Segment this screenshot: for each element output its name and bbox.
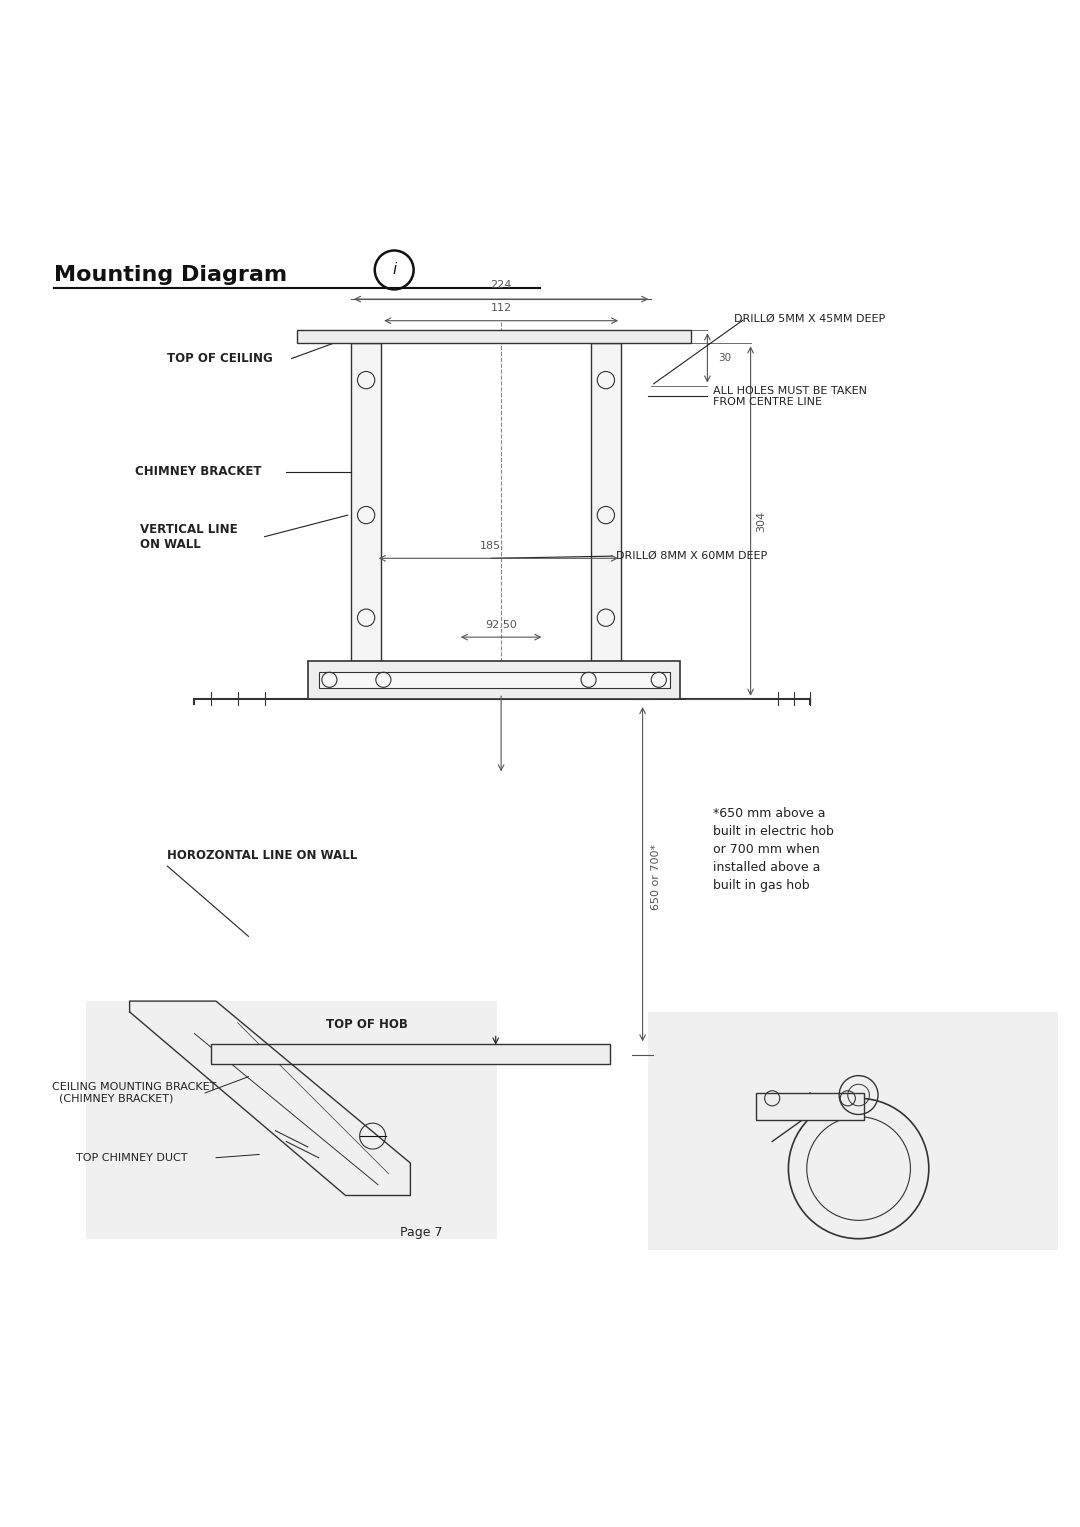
Bar — [591, 344, 621, 661]
Text: TOP OF CEILING: TOP OF CEILING — [167, 353, 273, 365]
Bar — [86, 1002, 497, 1238]
Text: HOROZONTAL LINE ON WALL: HOROZONTAL LINE ON WALL — [167, 849, 357, 861]
Text: *650 mm above a
built in electric hob
or 700 mm when
installed above a
built in : *650 mm above a built in electric hob or… — [713, 808, 834, 892]
Text: CEILING MOUNTING BRACKET
  (CHIMNEY BRACKET): CEILING MOUNTING BRACKET (CHIMNEY BRACKE… — [52, 1083, 216, 1104]
Text: 650 or 700*: 650 or 700* — [650, 844, 661, 910]
Text: 112: 112 — [490, 304, 512, 313]
Text: 30: 30 — [718, 353, 731, 363]
Bar — [756, 1093, 864, 1119]
Bar — [211, 1044, 610, 1064]
Text: Mounting Diagram: Mounting Diagram — [54, 264, 287, 284]
Text: TOP OF HOB: TOP OF HOB — [326, 1019, 408, 1031]
Bar — [308, 661, 680, 699]
Text: 92.50: 92.50 — [485, 620, 517, 629]
Text: Page 7: Page 7 — [400, 1226, 443, 1238]
Text: CHIMNEY BRACKET: CHIMNEY BRACKET — [135, 466, 261, 478]
Text: 185: 185 — [480, 541, 501, 551]
Bar — [319, 672, 670, 687]
Text: DRILLØ 8MM X 60MM DEEP: DRILLØ 8MM X 60MM DEEP — [616, 551, 767, 560]
Text: DRILLØ 5MM X 45MM DEEP: DRILLØ 5MM X 45MM DEEP — [734, 313, 886, 324]
Text: 304: 304 — [756, 510, 767, 531]
Text: i: i — [392, 263, 396, 278]
Text: ALL HOLES MUST BE TAKEN
FROM CENTRE LINE: ALL HOLES MUST BE TAKEN FROM CENTRE LINE — [713, 385, 867, 408]
Text: 224: 224 — [490, 281, 512, 290]
Bar — [648, 1012, 1058, 1249]
Bar — [297, 330, 691, 344]
Text: TOP CHIMNEY DUCT: TOP CHIMNEY DUCT — [76, 1153, 187, 1162]
Text: VERTICAL LINE
ON WALL: VERTICAL LINE ON WALL — [140, 522, 238, 551]
Bar — [351, 344, 381, 661]
